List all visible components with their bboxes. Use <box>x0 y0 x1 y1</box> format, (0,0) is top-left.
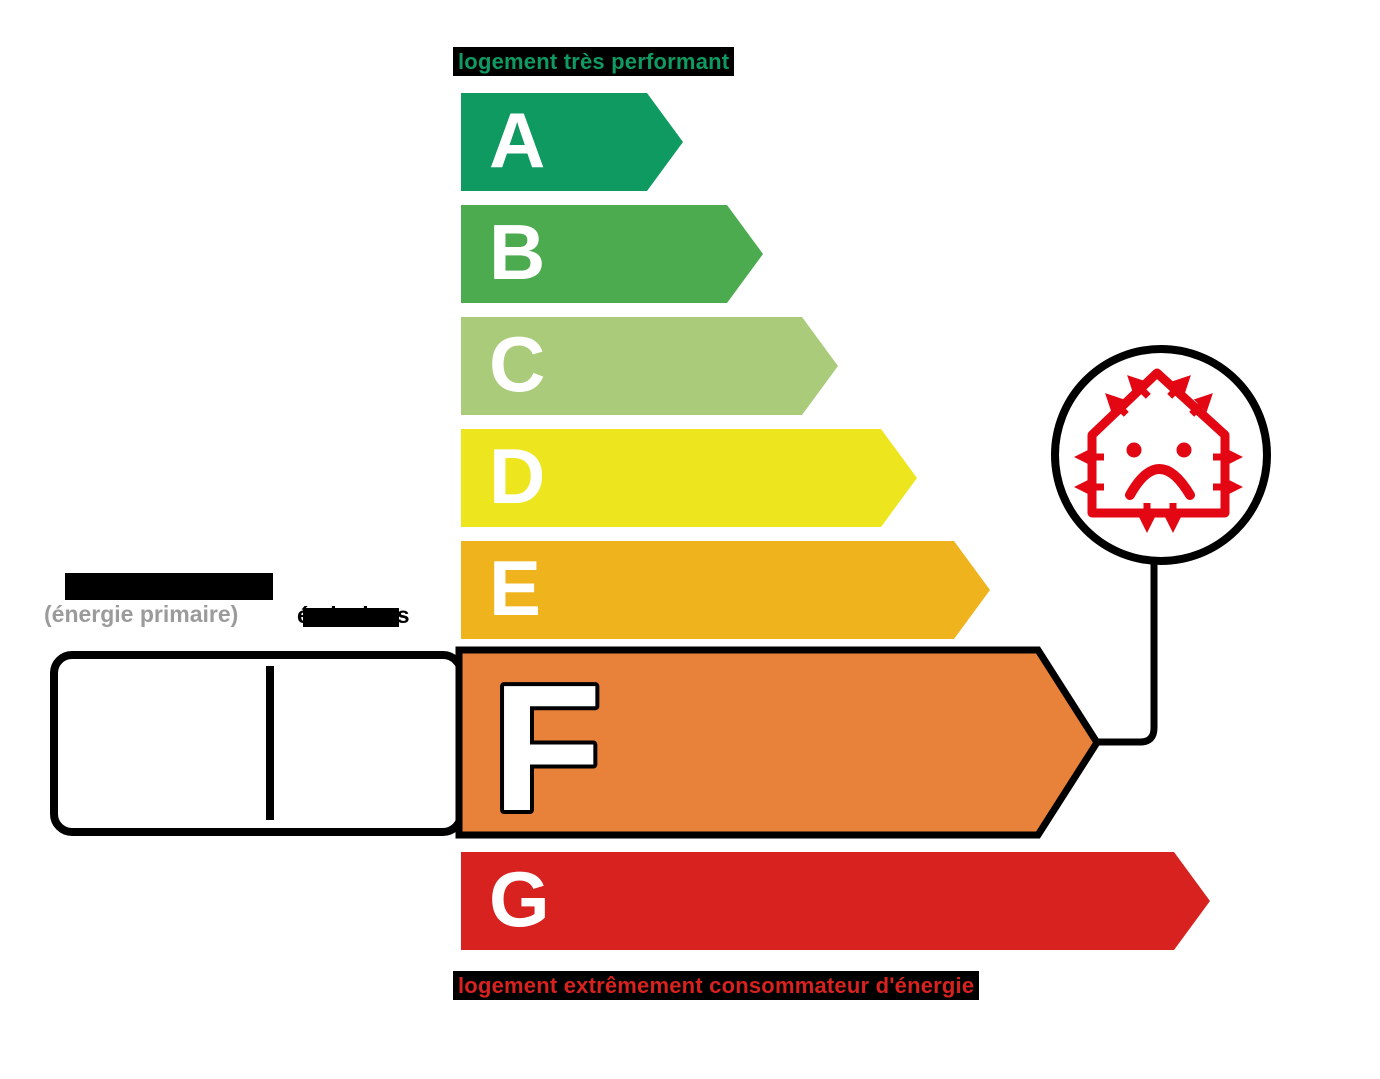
energy-class-arrow-c: C <box>461 317 838 415</box>
sad-house-icon <box>1074 369 1243 533</box>
energy-class-letter-f: F <box>492 648 602 840</box>
energy-class-arrow-d: D <box>461 429 917 527</box>
energy-loss-indicator <box>1051 345 1271 746</box>
energy-primary-subtitle: (énergie primaire) <box>44 601 239 627</box>
value-box-divider <box>266 666 274 820</box>
emissions-title-redacted: émissions <box>297 602 410 628</box>
top-performance-label: logement très performant <box>453 47 735 76</box>
f-arrow-shape <box>455 646 1102 839</box>
indicator-circle <box>1051 345 1271 565</box>
consumption-title-redacted: consommation <box>65 573 273 600</box>
energy-class-letter-c: C <box>489 320 546 408</box>
energy-class-letter-d: D <box>489 432 546 520</box>
energy-class-arrow-a: A <box>461 93 683 191</box>
energy-class-letter-a: A <box>489 96 546 184</box>
connector-line <box>1095 559 1158 746</box>
energy-class-letter-g: G <box>489 855 550 943</box>
energy-class-arrow-g: G <box>461 852 1210 950</box>
energy-class-arrow-e: E <box>461 541 990 639</box>
value-box <box>50 651 465 836</box>
energy-class-arrow-b: B <box>461 205 763 303</box>
energy-class-letter-e: E <box>489 544 542 632</box>
energy-class-arrow-f-highlighted: F <box>455 646 1102 840</box>
consumption-value-cell <box>58 659 258 828</box>
bottom-consumption-label: logement extrêmement consommateur d'éner… <box>453 971 980 1000</box>
emissions-value-cell <box>258 659 458 828</box>
energy-class-letter-b: B <box>489 208 546 296</box>
